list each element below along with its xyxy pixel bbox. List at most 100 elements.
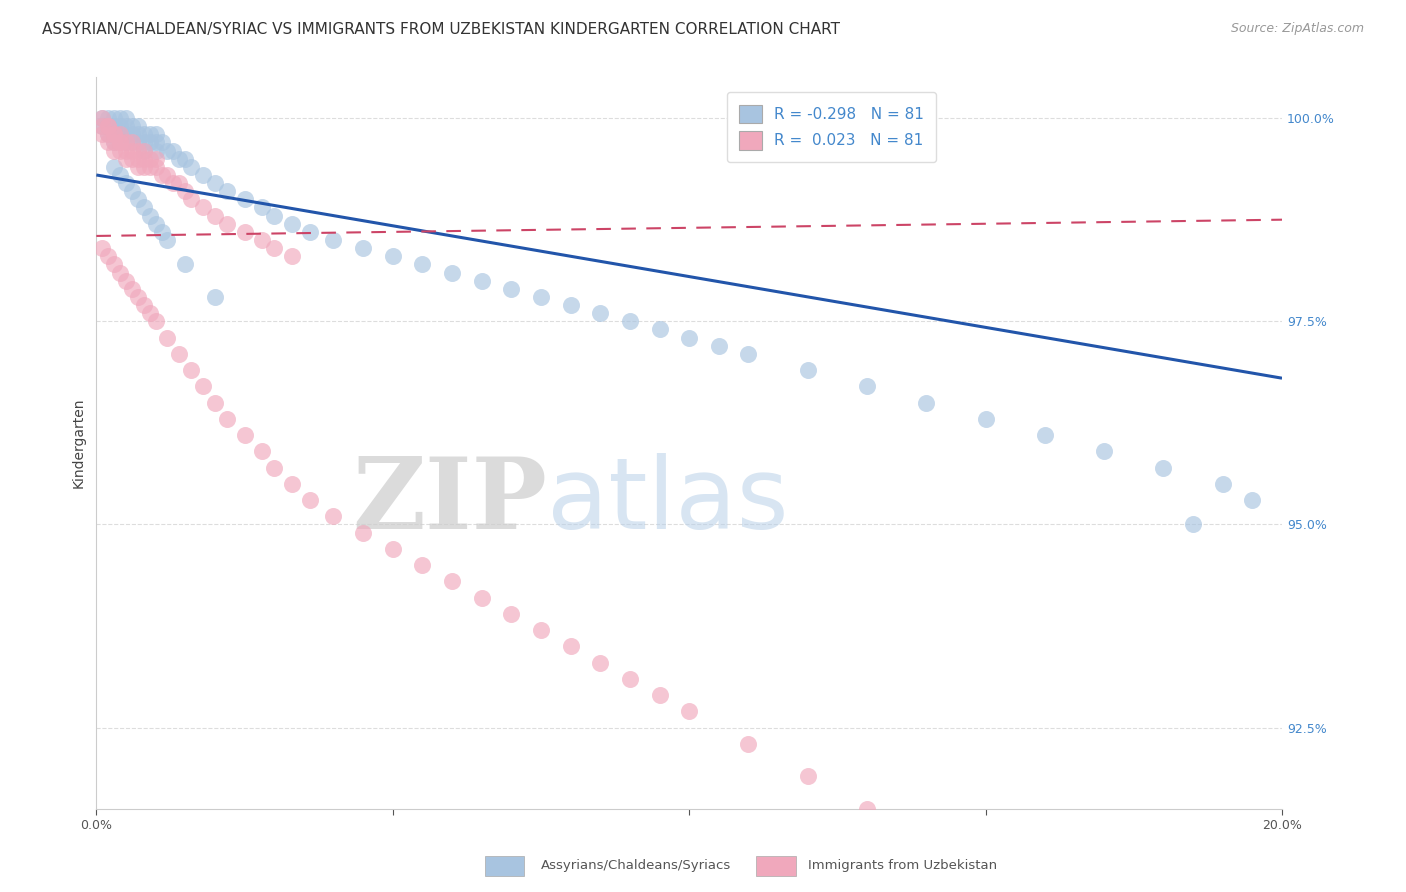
Point bbox=[298, 225, 321, 239]
Point bbox=[856, 379, 879, 393]
Legend: R = -0.298   N = 81, R =  0.023   N = 81: R = -0.298 N = 81, R = 0.023 N = 81 bbox=[727, 93, 936, 161]
Point bbox=[252, 201, 274, 215]
Point bbox=[174, 152, 197, 166]
Point bbox=[281, 249, 304, 263]
Point bbox=[619, 672, 641, 686]
Point bbox=[204, 209, 226, 223]
Point bbox=[108, 168, 131, 182]
Point bbox=[145, 160, 167, 174]
Point bbox=[411, 257, 433, 271]
Point bbox=[204, 290, 226, 304]
Point bbox=[589, 306, 612, 320]
Point bbox=[233, 225, 256, 239]
Point bbox=[108, 144, 131, 158]
Point bbox=[103, 128, 125, 142]
Point bbox=[97, 249, 120, 263]
Point bbox=[1241, 493, 1264, 508]
Point bbox=[150, 136, 173, 150]
Point bbox=[115, 152, 138, 166]
Point bbox=[103, 136, 125, 150]
Point bbox=[974, 412, 997, 426]
Point bbox=[215, 412, 238, 426]
Point bbox=[145, 144, 167, 158]
Text: ASSYRIAN/CHALDEAN/SYRIAC VS IMMIGRANTS FROM UZBEKISTAN KINDERGARTEN CORRELATION : ASSYRIAN/CHALDEAN/SYRIAC VS IMMIGRANTS F… bbox=[42, 22, 841, 37]
Point bbox=[322, 509, 344, 524]
Point bbox=[121, 136, 143, 150]
Point bbox=[263, 209, 285, 223]
Point bbox=[115, 136, 138, 150]
Point bbox=[103, 128, 125, 142]
Point bbox=[91, 128, 114, 142]
Point bbox=[191, 201, 214, 215]
Point bbox=[381, 249, 404, 263]
Point bbox=[252, 233, 274, 247]
Point bbox=[91, 111, 114, 125]
Point bbox=[121, 128, 143, 142]
Point bbox=[91, 241, 114, 255]
Point bbox=[127, 119, 149, 133]
Point bbox=[530, 290, 553, 304]
Point bbox=[127, 160, 149, 174]
Point bbox=[103, 144, 125, 158]
Point bbox=[132, 136, 155, 150]
Point bbox=[127, 144, 149, 158]
Point bbox=[115, 274, 138, 288]
Point bbox=[115, 119, 138, 133]
Point bbox=[678, 330, 700, 344]
Point bbox=[132, 144, 155, 158]
Point bbox=[138, 152, 160, 166]
Point bbox=[97, 119, 120, 133]
Point bbox=[648, 322, 671, 336]
Text: Assyrians/Chaldeans/Syriacs: Assyrians/Chaldeans/Syriacs bbox=[541, 859, 731, 872]
Text: Immigrants from Uzbekistan: Immigrants from Uzbekistan bbox=[808, 859, 998, 872]
Point bbox=[156, 168, 179, 182]
Point bbox=[108, 111, 131, 125]
Point bbox=[121, 184, 143, 198]
Point bbox=[127, 136, 149, 150]
Point bbox=[145, 217, 167, 231]
Point bbox=[127, 290, 149, 304]
Point bbox=[1212, 476, 1234, 491]
Point bbox=[156, 330, 179, 344]
Point bbox=[501, 282, 523, 296]
Point bbox=[298, 493, 321, 508]
Point bbox=[678, 705, 700, 719]
Point bbox=[856, 802, 879, 816]
Point bbox=[619, 314, 641, 328]
Point bbox=[108, 136, 131, 150]
Point bbox=[127, 193, 149, 207]
Point bbox=[145, 136, 167, 150]
Point bbox=[132, 160, 155, 174]
Point bbox=[797, 363, 820, 377]
Point bbox=[91, 119, 114, 133]
Point bbox=[103, 257, 125, 271]
Point bbox=[132, 128, 155, 142]
Point bbox=[174, 184, 197, 198]
Point bbox=[103, 128, 125, 142]
Point bbox=[115, 128, 138, 142]
Point bbox=[169, 176, 191, 190]
Point bbox=[108, 119, 131, 133]
Point bbox=[97, 119, 120, 133]
Point bbox=[1152, 460, 1174, 475]
Point bbox=[281, 217, 304, 231]
Point bbox=[132, 152, 155, 166]
Point bbox=[169, 347, 191, 361]
Point bbox=[191, 379, 214, 393]
Point bbox=[441, 574, 464, 589]
Point bbox=[145, 152, 167, 166]
Point bbox=[1033, 428, 1056, 442]
Point bbox=[97, 136, 120, 150]
Point bbox=[138, 128, 160, 142]
Point bbox=[737, 347, 759, 361]
Point bbox=[108, 266, 131, 280]
Point bbox=[174, 257, 197, 271]
Point bbox=[169, 152, 191, 166]
Point bbox=[352, 241, 374, 255]
Point bbox=[915, 395, 938, 409]
Point bbox=[145, 128, 167, 142]
Point bbox=[411, 558, 433, 573]
Point bbox=[797, 769, 820, 783]
Point bbox=[471, 274, 494, 288]
Point bbox=[138, 209, 160, 223]
